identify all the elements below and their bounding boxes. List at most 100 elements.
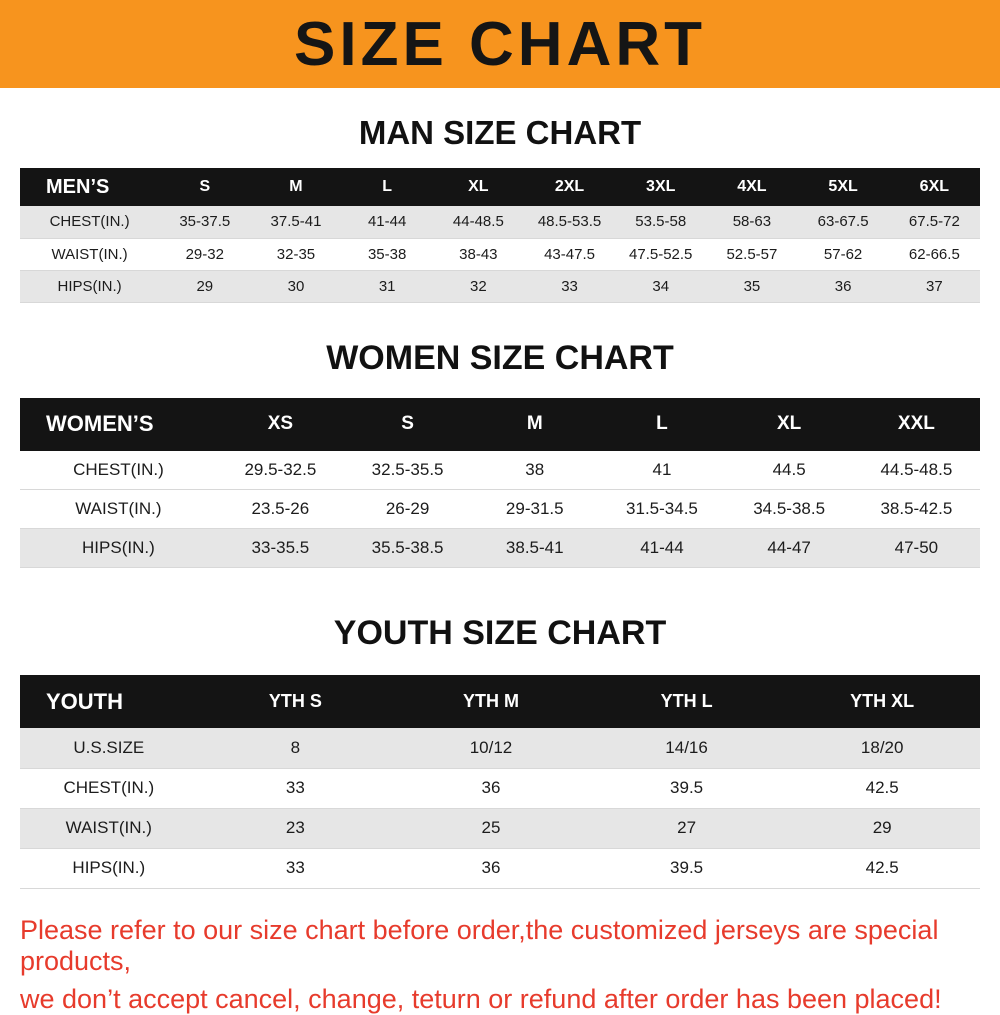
size-value-cell: 44.5-48.5 [880,459,953,479]
size-header-cell: 6XL [888,168,980,206]
size-value-cell: 14/16 [665,737,708,757]
size-value-cell: 29.5-32.5 [244,459,317,479]
size-value-cell: 29-31.5 [505,499,564,518]
size-value-cell: 35-38 [367,245,407,263]
women-size-chart-heading: WOMEN SIZE CHART [326,338,674,377]
size-header-cell: 5XL [797,168,889,206]
measurement-row: CHEST(IN.) 35-37.5 37.5-41 41-44 44-48.5 48.5… [20,206,980,238]
size-header-cell: 2XL [523,168,616,206]
row-label-cell: WAIST(IN.) [75,499,162,518]
size-value-cell: 44.5 [772,459,806,479]
size-value-cell: 39.5 [670,858,704,877]
size-value-cell: 31 [378,277,396,295]
size-value-cell: 44-48.5 [452,213,504,231]
size-header-cell: YTH L [588,675,785,728]
table-name-cell: WOMEN’S [20,397,217,451]
size-value-cell: 42.5 [865,858,899,877]
womens-size-table: WOMEN’S XS S M L XL XXL CHEST(IN.) 29.5-32.5 32.… [20,397,980,569]
row-label-cell: HIPS(IN.) [57,277,122,295]
measurement-row: HIPS(IN.) 29 30 31 32 33 34 35 36 37 [20,270,980,302]
size-value-cell: 35-37.5 [179,213,231,231]
size-value-cell: 38 [525,459,545,479]
size-value-cell: 18/20 [860,737,904,757]
size-header-cell: XS [216,397,344,451]
size-value-cell: 62-66.5 [908,245,960,263]
size-header-cell: S [343,397,472,451]
size-value-cell: 27 [677,818,697,837]
size-value-cell: 33 [285,778,305,797]
size-value-cell: 33 [285,858,305,877]
table-name-cell: YOUTH [20,675,198,728]
size-header-cell: M [471,397,599,451]
measurement-row: WAIST(IN.) 23 25 27 29 [20,808,980,848]
size-value-cell: 43-47.5 [544,245,595,263]
size-value-cell: 36 [481,778,501,797]
header-row: YOUTH YTH S YTH M YTH L YTH XL [20,675,980,728]
table-name-cell: MEN’S [20,168,160,206]
size-header-cell: L [598,397,726,451]
size-header-cell: 4XL [706,168,798,206]
women-size-chart-section: WOMEN SIZE CHART WOMEN’S XS S M L XL XXL CHEST… [0,339,1000,569]
size-value-cell: 32.5-35.5 [371,459,444,479]
size-value-cell: 39.5 [670,778,704,797]
size-value-cell: 48.5-53.5 [537,213,602,231]
size-header-cell: XL [725,397,853,451]
size-value-cell: 8 [290,737,301,757]
size-value-cell: 37.5-41 [270,213,322,231]
youth-size-chart-heading: YOUTH SIZE CHART [333,614,667,652]
size-value-cell: 42.5 [865,778,899,797]
measurement-row: HIPS(IN.) 33-35.5 35.5-38.5 38.5-41 41-44 44-… [20,528,980,568]
size-value-cell: 26-29 [385,499,430,518]
size-value-cell: 34.5-38.5 [753,499,826,518]
size-value-cell: 41 [652,459,672,479]
size-value-cell: 30 [287,277,305,295]
size-value-cell: 41-44 [640,538,684,557]
row-label-cell: WAIST(IN.) [51,245,128,263]
size-header-cell: M [250,168,342,206]
measurement-row: CHEST(IN.) 33 36 39.5 42.5 [20,768,980,808]
size-value-cell: 58-63 [732,213,772,231]
size-value-cell: 52.5-57 [726,245,778,263]
header-row: MEN’S S M L XL 2XL 3XL 4XL 5XL 6XL [20,168,980,206]
size-value-cell: 23.5-26 [251,499,310,518]
mens-size-table: MEN’S S M L XL 2XL 3XL 4XL 5XL 6XL CHEST(IN.) 35-3… [20,168,980,303]
size-value-cell: 33 [561,277,578,295]
row-label-cell: CHEST(IN.) [73,459,164,479]
size-value-cell: 63-67.5 [817,213,869,231]
size-value-cell: 41-44 [367,213,407,231]
size-header-cell: YTH M [393,675,589,728]
measurement-row: HIPS(IN.) 33 36 39.5 42.5 [20,848,980,888]
size-value-cell: 33-35.5 [251,538,310,557]
man-size-chart-heading: MAN SIZE CHART [358,114,642,151]
measurement-row: WAIST(IN.) 23.5-26 26-29 29-31.5 31.5-34.5 34… [20,489,980,529]
banner-title: SIZE CHART [294,9,706,79]
size-value-cell: 38.5-42.5 [880,499,953,518]
measurement-row: WAIST(IN.) 29-32 32-35 35-38 38-43 43-47.5 47.… [20,238,980,270]
row-label-cell: HIPS(IN.) [72,858,146,877]
row-label-cell: WAIST(IN.) [65,818,152,837]
size-value-cell: 67.5-72 [908,213,960,231]
size-header-cell: 3XL [615,168,707,206]
row-label-cell: HIPS(IN.) [82,538,155,557]
size-value-cell: 29 [196,277,214,295]
size-value-cell: 44-47 [767,538,811,557]
size-header-cell: S [159,168,251,206]
size-value-cell: 35 [743,277,761,295]
row-label-cell: U.S.SIZE [73,737,145,757]
size-value-cell: 53.5-58 [635,213,687,231]
youth-size-table: YOUTH YTH S YTH M YTH L YTH XL U.S.SIZE 8 10/1… [20,675,980,889]
size-value-cell: 47-50 [894,538,939,557]
size-value-cell: 37 [926,277,943,295]
size-value-cell: 31.5-34.5 [626,499,698,518]
size-chart-banner: SIZE CHART [0,0,1000,88]
man-size-chart-section: MAN SIZE CHART MEN’S S M L XL 2XL 3XL 4XL 5XL 6XL… [0,114,1000,303]
size-value-cell: 36 [481,858,501,877]
size-value-cell: 38-43 [459,245,498,263]
size-value-cell: 29-32 [185,245,224,263]
size-header-cell: YTH XL [784,675,980,728]
measurement-row: CHEST(IN.) 29.5-32.5 32.5-35.5 38 41 44.5 44.5… [20,450,980,490]
size-value-cell: 35.5-38.5 [371,538,444,557]
row-label-cell: CHEST(IN.) [49,213,130,231]
size-value-cell: 38.5-41 [505,538,564,557]
